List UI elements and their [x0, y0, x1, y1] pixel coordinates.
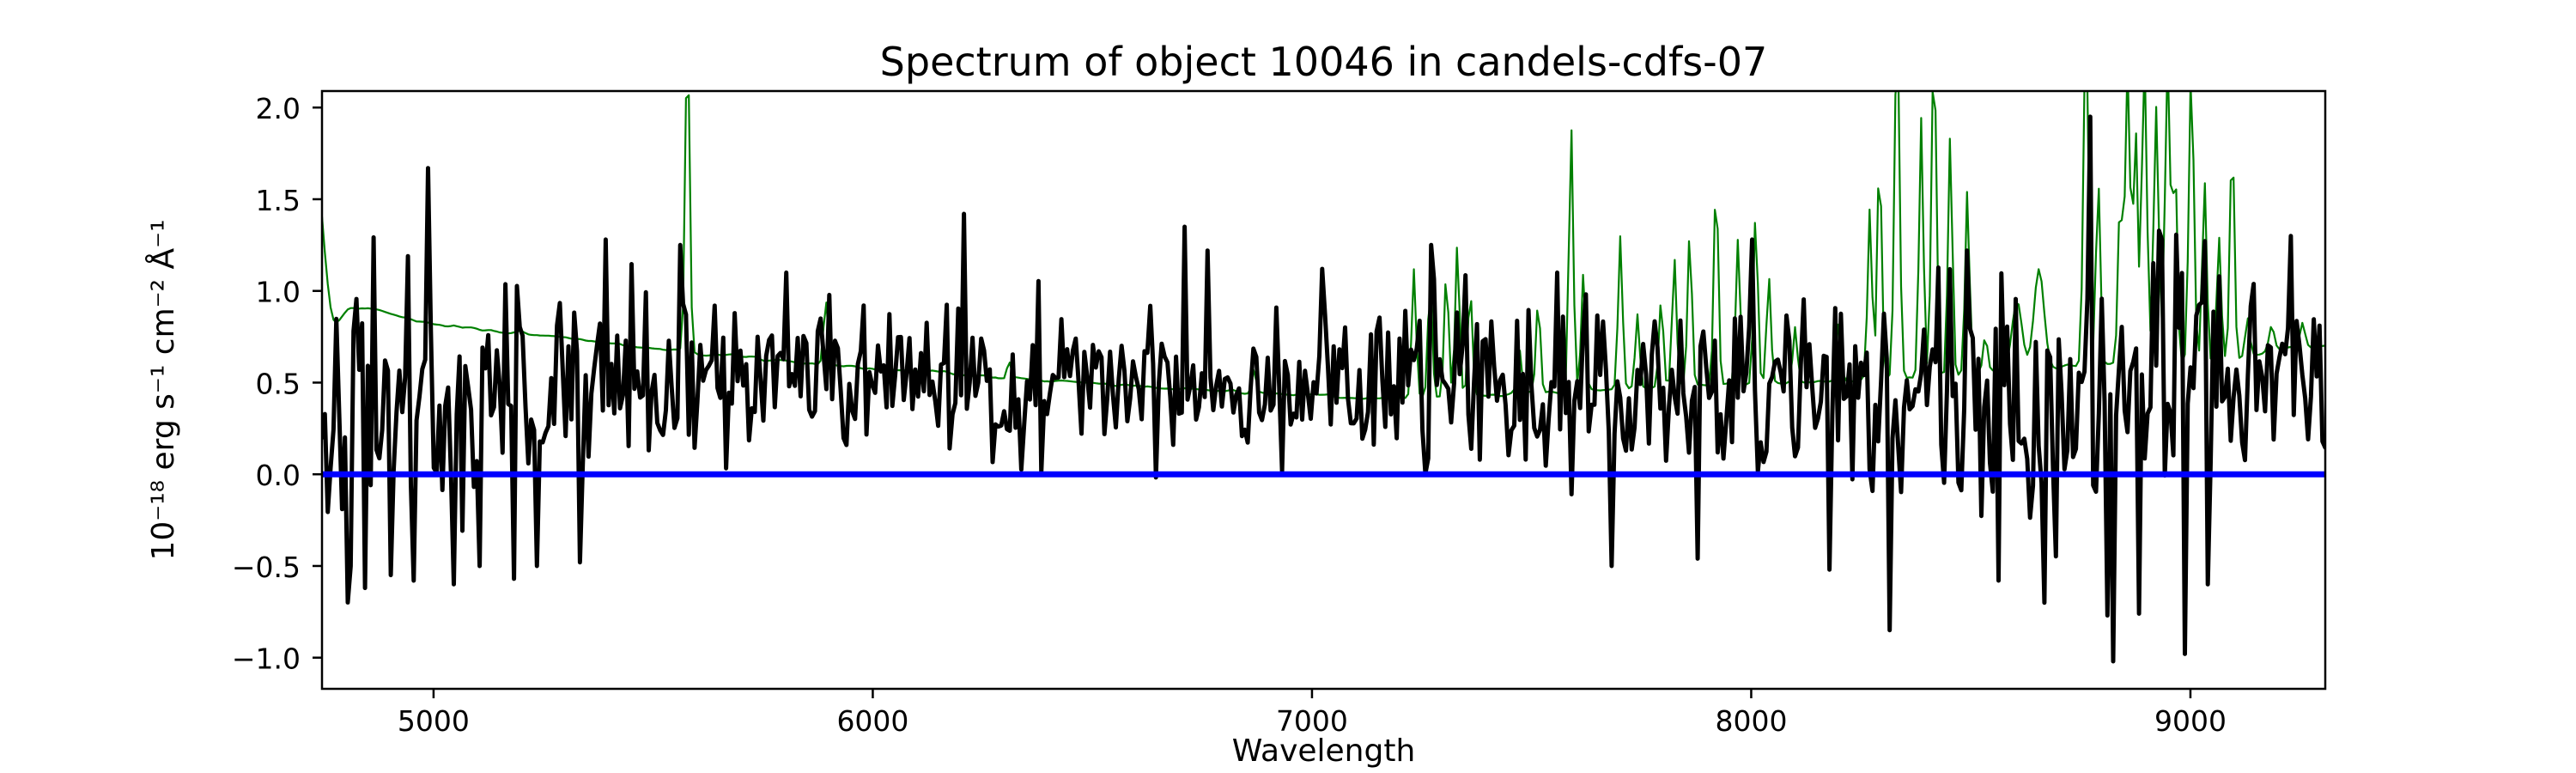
- y-tick-label: 0.5: [256, 367, 301, 400]
- y-tick-label: 2.0: [256, 92, 301, 125]
- y-tick-label: −1.0: [232, 642, 301, 676]
- plot-border: [320, 89, 2327, 691]
- y-tick-label: 0.0: [256, 459, 301, 492]
- x-tick-label: 6000: [836, 704, 908, 738]
- axes-layer: 5000 6000 7000 8000 9000 2.0 1.5 1.0 0.5 0.0 −0.5 −…: [232, 89, 2327, 738]
- y-tick-label: −0.5: [232, 551, 301, 584]
- x-tick-label: 8000: [1715, 704, 1787, 738]
- x-tick-label: 5000: [398, 704, 470, 738]
- x-axis-label: Wavelength: [1232, 733, 1416, 769]
- y-tick-label: 1.0: [256, 276, 301, 309]
- chart-title: Spectrum of object 10046 in candels-cdfs…: [880, 39, 1768, 85]
- x-tick-label: 7000: [1276, 704, 1348, 738]
- y-tick-label: 1.5: [256, 184, 301, 217]
- y-axis-label: 10⁻¹⁸ erg s⁻¹ cm⁻² Å⁻¹: [144, 219, 181, 560]
- error-sky-spectrum-line: [322, 91, 2325, 400]
- x-tick-label: 9000: [2154, 704, 2227, 738]
- series-layer: [322, 91, 2325, 664]
